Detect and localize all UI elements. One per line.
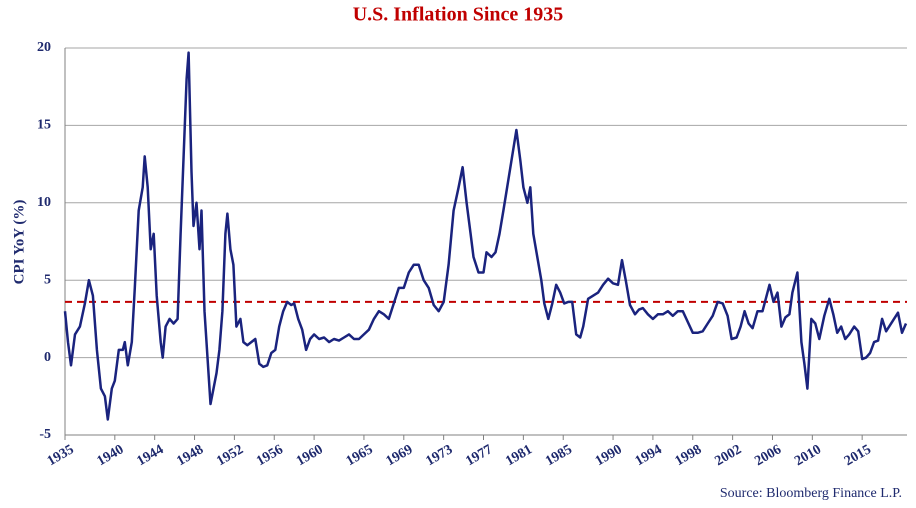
y-tick-label: -5 — [39, 427, 51, 442]
x-tick-label: 1940 — [95, 442, 127, 469]
x-tick-label: 2006 — [752, 442, 784, 469]
x-tick-label: 1985 — [543, 442, 575, 469]
x-tick-label: 2015 — [842, 442, 874, 469]
x-tick-label: 2010 — [792, 442, 824, 469]
y-tick-label: 20 — [37, 40, 51, 55]
line-series — [63, 51, 908, 421]
x-tick-label: 1935 — [45, 442, 77, 469]
x-tick-label: 1956 — [254, 442, 286, 469]
x-tick-label: 1994 — [633, 442, 665, 469]
y-tick-label: 10 — [37, 195, 51, 210]
x-tick-label: 1965 — [344, 442, 376, 469]
x-tick-label: 1973 — [424, 442, 456, 469]
y-axis-label: CPI YoY (%) — [11, 200, 27, 285]
x-tick-label: 1998 — [673, 442, 705, 469]
x-tick-label: 2002 — [712, 442, 744, 469]
x-tick-label: 1948 — [174, 442, 206, 469]
y-tick-label: 5 — [44, 272, 51, 287]
x-tick-label: 1981 — [503, 442, 535, 469]
x-tick-label: 1960 — [294, 442, 326, 469]
y-tick-label: 15 — [37, 118, 51, 133]
y-tick-label: 0 — [44, 350, 51, 365]
source: Source: Bloomberg Finance L.P. — [720, 486, 902, 501]
x-tick-label: 1944 — [135, 442, 167, 469]
x-tick-label: 1990 — [593, 442, 625, 469]
x-tick-label: 1977 — [463, 442, 495, 469]
chart-title: U.S. Inflation Since 1935 — [353, 4, 564, 26]
x-tick-label: 1952 — [214, 442, 246, 469]
x-tick-label: 1969 — [384, 442, 416, 469]
